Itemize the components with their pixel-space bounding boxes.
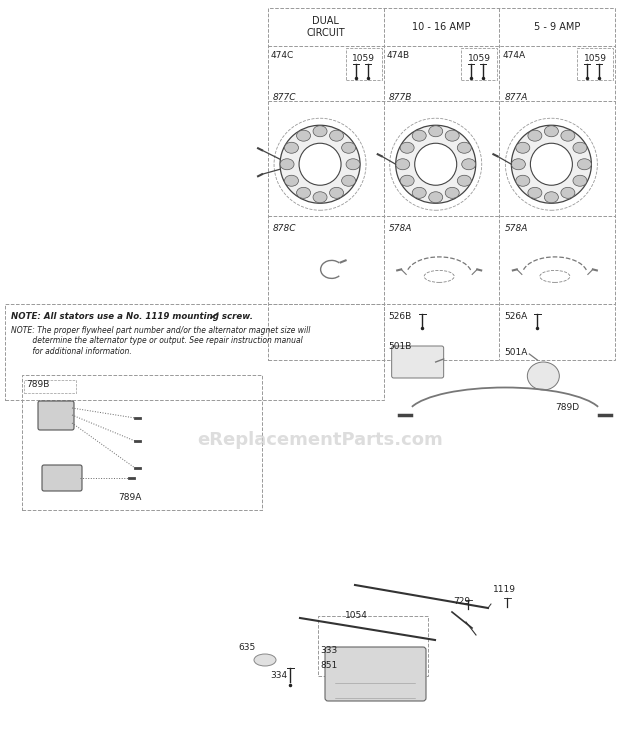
Bar — [22, 375, 262, 510]
Text: 474A: 474A — [502, 51, 526, 60]
Text: 877B: 877B — [389, 93, 412, 102]
Text: 789A: 789A — [118, 493, 142, 502]
Ellipse shape — [428, 192, 443, 203]
Ellipse shape — [458, 176, 471, 186]
Ellipse shape — [577, 158, 591, 170]
Ellipse shape — [528, 130, 542, 141]
Bar — [577, 48, 613, 80]
Ellipse shape — [573, 176, 587, 186]
Ellipse shape — [299, 144, 341, 185]
Ellipse shape — [342, 142, 356, 153]
Ellipse shape — [412, 187, 426, 199]
Bar — [346, 48, 382, 80]
Text: NOTE: All stators use a No. 1119 mounting screw.: NOTE: All stators use a No. 1119 mountin… — [11, 312, 253, 321]
Bar — [24, 380, 76, 393]
Text: 1059: 1059 — [583, 54, 606, 63]
Text: 578A: 578A — [389, 224, 412, 233]
Ellipse shape — [330, 187, 343, 199]
Ellipse shape — [346, 158, 360, 170]
FancyBboxPatch shape — [38, 401, 74, 430]
Ellipse shape — [561, 187, 575, 199]
Ellipse shape — [296, 130, 311, 141]
Ellipse shape — [512, 125, 591, 203]
Text: 1054: 1054 — [345, 611, 368, 620]
Ellipse shape — [396, 125, 476, 203]
Ellipse shape — [428, 126, 443, 137]
Bar — [318, 616, 428, 676]
Text: 635: 635 — [238, 644, 255, 652]
Text: 526B: 526B — [389, 312, 412, 321]
Ellipse shape — [516, 142, 530, 153]
Text: 729: 729 — [453, 597, 470, 606]
Ellipse shape — [400, 176, 414, 186]
Text: 851: 851 — [320, 661, 337, 670]
Ellipse shape — [530, 144, 572, 185]
Ellipse shape — [528, 187, 542, 199]
Ellipse shape — [280, 125, 360, 203]
FancyBboxPatch shape — [325, 647, 426, 701]
Text: 526A: 526A — [504, 312, 528, 321]
Ellipse shape — [415, 144, 457, 185]
Ellipse shape — [462, 158, 476, 170]
Text: 334: 334 — [270, 672, 287, 681]
Text: eReplacementParts.com: eReplacementParts.com — [197, 431, 443, 449]
Ellipse shape — [544, 126, 559, 137]
Text: 1119: 1119 — [493, 586, 516, 594]
Ellipse shape — [561, 130, 575, 141]
Ellipse shape — [313, 126, 327, 137]
Text: 501A: 501A — [504, 348, 528, 357]
Bar — [5, 304, 384, 400]
Text: 877C: 877C — [273, 93, 296, 102]
Text: 333: 333 — [320, 646, 337, 655]
Text: 878C: 878C — [273, 224, 296, 233]
Ellipse shape — [400, 142, 414, 153]
Ellipse shape — [285, 176, 298, 186]
Ellipse shape — [516, 176, 530, 186]
Text: 578A: 578A — [504, 224, 528, 233]
Ellipse shape — [330, 130, 343, 141]
Ellipse shape — [396, 158, 410, 170]
Ellipse shape — [445, 187, 459, 199]
Text: 1059: 1059 — [352, 54, 375, 63]
Text: NOTE: The proper flywheel part number and/or the alternator magnet size will
   : NOTE: The proper flywheel part number an… — [11, 326, 311, 356]
FancyBboxPatch shape — [392, 346, 444, 378]
Text: 474B: 474B — [387, 51, 410, 60]
Ellipse shape — [412, 130, 426, 141]
Bar — [268, 8, 615, 360]
Ellipse shape — [285, 142, 298, 153]
FancyBboxPatch shape — [42, 465, 82, 491]
Ellipse shape — [544, 192, 559, 203]
Text: 789B: 789B — [26, 380, 50, 389]
Text: 1059: 1059 — [468, 54, 491, 63]
Ellipse shape — [445, 130, 459, 141]
Ellipse shape — [313, 192, 327, 203]
Bar — [461, 48, 497, 80]
Ellipse shape — [296, 187, 311, 199]
Text: DUAL
CIRCUIT: DUAL CIRCUIT — [306, 16, 345, 38]
Ellipse shape — [512, 158, 525, 170]
Text: 474C: 474C — [271, 51, 294, 60]
Ellipse shape — [573, 142, 587, 153]
Text: 789D: 789D — [555, 403, 579, 411]
Ellipse shape — [280, 158, 294, 170]
Ellipse shape — [254, 654, 276, 666]
Text: 877A: 877A — [504, 93, 528, 102]
Text: 10 - 16 AMP: 10 - 16 AMP — [412, 22, 471, 32]
Ellipse shape — [458, 142, 471, 153]
Ellipse shape — [342, 176, 356, 186]
Text: 501B: 501B — [389, 342, 412, 351]
Ellipse shape — [528, 362, 559, 390]
Text: 5 - 9 AMP: 5 - 9 AMP — [534, 22, 580, 32]
